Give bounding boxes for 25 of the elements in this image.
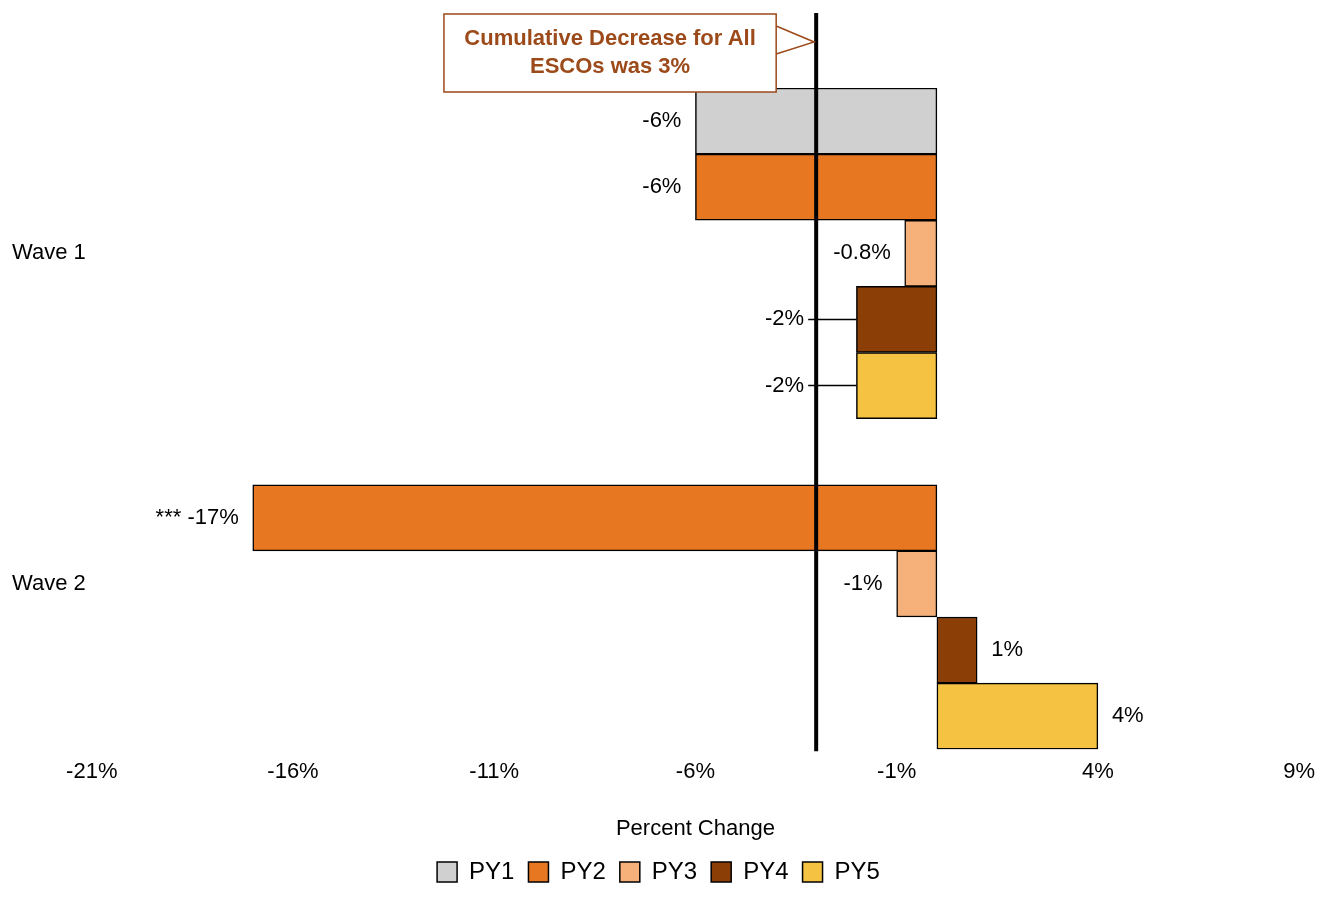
data-label: -2% [765, 305, 805, 331]
data-label: -6% [642, 173, 682, 199]
legend-label: PY1 [469, 856, 515, 884]
x-tick-label: 4% [1081, 758, 1114, 784]
y-tick-label: Wave 1 [12, 239, 86, 265]
data-label: -0.8% [833, 239, 891, 265]
data-label: 1% [991, 636, 1023, 662]
x-tick-label: 9% [1283, 758, 1315, 784]
x-tick-label: -16% [267, 758, 319, 784]
data-label: -2% [765, 371, 805, 397]
x-tick-label: -11% [469, 758, 520, 784]
y-tick-label: Wave 2 [12, 569, 86, 595]
legend-label: PY2 [560, 856, 606, 884]
data-label: 4% [1111, 702, 1144, 728]
x-tick-label: -1% [877, 758, 917, 784]
data-label: -1% [843, 569, 883, 595]
legend-label: PY3 [651, 856, 698, 884]
data-label: *** -17% [155, 503, 239, 529]
data-label: -6% [642, 107, 682, 133]
x-tick-label: -6% [675, 758, 715, 784]
legend-label: PY4 [743, 856, 789, 884]
x-tick-label: -21% [66, 758, 118, 784]
ref-line-label: Cumulative Decrease for All ESCOs was 3% [464, 25, 756, 79]
x-axis-title: Percent Change [615, 814, 775, 840]
legend-label: PY5 [834, 856, 880, 884]
